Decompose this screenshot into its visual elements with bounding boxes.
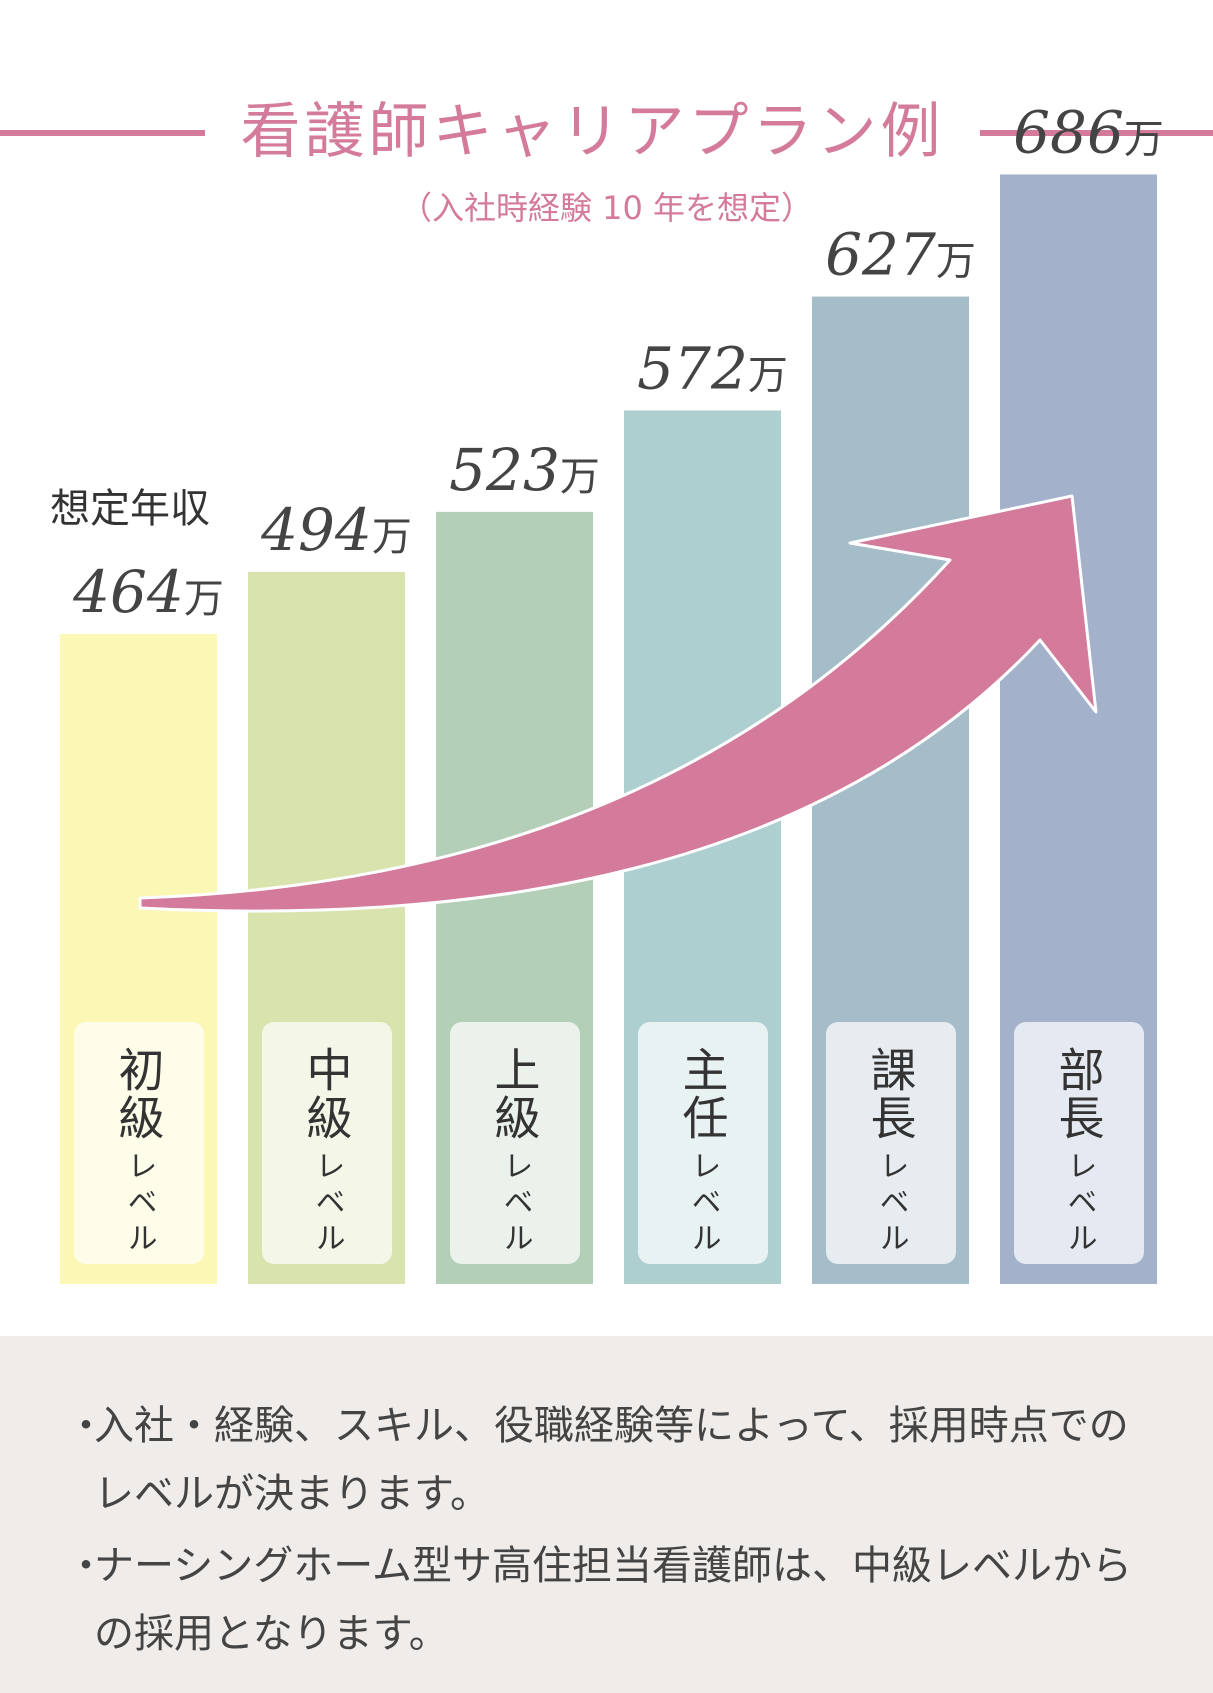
growth-arrow-shape [138,494,1098,913]
level-suffix: レベル [121,1150,157,1258]
value-number: 494 [260,496,372,564]
value-unit: 万 [560,454,600,500]
level-name: 課長 [863,1046,918,1142]
value-unit: 万 [372,514,412,560]
value-label-2: 494万 [260,496,412,564]
level-suffix: レベル [1061,1150,1097,1258]
page-title: 看護師キャリアプラン例 [240,97,945,167]
note-bullet: ・ [66,1403,106,1449]
value-label-1: 464万 [72,558,224,626]
value-number: 523 [449,436,560,504]
level-box-1: 初級 レベル [73,1022,204,1264]
title-rule-left [0,130,205,136]
title-rule-right [980,130,1213,136]
value-number: 686 [1013,98,1124,166]
level-name: 初級 [111,1046,166,1142]
notes-panel: ・ 入社・経験、スキル、役職経験等によって、採用時点でのレベルが決まります。 ・… [0,1336,1213,1693]
level-box-4: 主任 レベル [637,1022,768,1264]
level-suffix: レベル [497,1150,533,1258]
level-box-5: 課長 レベル [825,1022,956,1264]
level-suffix: レベル [309,1150,345,1258]
note-text: 入社・経験、スキル、役職経験等によって、採用時点でのレベルが決まります。 [94,1403,1129,1517]
value-unit: 万 [184,576,224,622]
level-name: 主任 [675,1046,730,1142]
note-text: ナーシングホーム型サ高住担当看護師は、中級レベルからの採用となります。 [94,1543,1132,1657]
value-label-4: 572万 [637,334,788,402]
level-suffix: レベル [685,1150,721,1258]
level-name: 部長 [1051,1046,1106,1142]
level-name: 上級 [487,1046,542,1142]
value-number: 464 [72,558,184,626]
value-label-3: 523万 [449,436,600,504]
growth-arrow [138,494,1098,913]
value-unit: 万 [936,239,976,285]
level-name: 中級 [299,1046,354,1142]
value-label-5: 627万 [825,221,976,289]
bars [60,174,1157,1285]
y-axis-label: 想定年収 [50,486,210,532]
page-subtitle: （入社時経験 10 年を想定） [399,189,814,227]
level-suffix: レベル [873,1150,909,1258]
value-number: 627 [825,221,936,289]
note-bullet: ・ [66,1543,106,1589]
note-item: ・ 入社・経験、スキル、役職経験等によって、採用時点でのレベルが決まります。 [66,1392,1166,1528]
level-box-3: 上級 レベル [449,1022,580,1264]
level-box-6: 部長 レベル [1013,1022,1144,1264]
level-box-2: 中級 レベル [261,1022,392,1264]
value-number: 572 [637,334,748,402]
value-label-6: 686万 [1013,98,1164,166]
note-item: ・ ナーシングホーム型サ高住担当看護師は、中級レベルからの採用となります。 [66,1532,1166,1668]
value-unit: 万 [1124,116,1164,162]
value-unit: 万 [748,352,788,398]
